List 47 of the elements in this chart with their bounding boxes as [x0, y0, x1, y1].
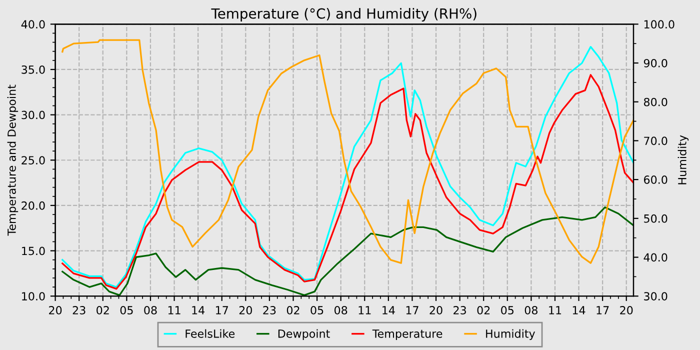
- x-tick-label: 17: [216, 306, 228, 314]
- x-tick-label: 23: [72, 306, 86, 314]
- x-tick-label: 23: [454, 306, 466, 314]
- y2-tick-label: 30.0: [644, 292, 668, 300]
- x-tick-label: 02: [96, 306, 109, 314]
- x-tick-label: 14: [192, 306, 205, 314]
- y-tick-label: 25.0: [22, 156, 45, 165]
- x-tick-label: 08: [144, 306, 157, 314]
- x-tick-label: 08: [524, 306, 538, 314]
- x-tick-label: 05: [310, 306, 324, 314]
- x-tick-label: 05: [120, 306, 133, 314]
- x-tick-label: 11: [358, 306, 371, 314]
- legend-label: FeelsLike: [186, 329, 235, 338]
- legend-label: Temperature: [372, 330, 442, 340]
- y-tick-label: 40.0: [21, 20, 45, 29]
- y2-tick-label: 40.0: [644, 253, 668, 262]
- y2-tick-label: 80.0: [644, 98, 668, 106]
- y-tick-label: 30.0: [22, 110, 45, 120]
- x-tick-label: 11: [549, 306, 562, 314]
- x-tick-label: 17: [406, 306, 418, 314]
- y2-tick-label: 90.0: [644, 58, 668, 68]
- y2-axis-title: Humidity: [678, 135, 689, 184]
- x-tick-label: 02: [286, 306, 300, 314]
- legend-label: Dewpoint: [278, 329, 330, 340]
- x-tick-label: 20: [620, 306, 633, 314]
- y-tick-label: 35.0: [22, 65, 45, 74]
- x-tick-label: 17: [596, 306, 609, 314]
- x-tick-label: 20: [430, 306, 442, 314]
- y-tick-label: 20.0: [22, 201, 45, 210]
- x-tick-label: 23: [263, 306, 276, 314]
- x-tick-label: 05: [501, 306, 514, 314]
- x-tick-label: 08: [334, 306, 348, 314]
- y-tick-label: 10.0: [22, 292, 45, 300]
- x-tick-label: 20: [49, 306, 62, 314]
- y-axis-title: Temperature and Dewpoint: [7, 84, 18, 236]
- x-tick-label: 11: [168, 306, 180, 314]
- x-tick-label: 20: [239, 306, 252, 314]
- x-tick-label: 02: [477, 306, 490, 314]
- y2-tick-label: 60.0: [644, 176, 668, 184]
- y2-tick-label: 100.0: [644, 20, 674, 29]
- y-tick-label: 15.0: [22, 246, 45, 256]
- x-tick-label: 14: [572, 306, 586, 314]
- chart-title: Temperature (°C) and Humidity (RH%): [211, 8, 476, 22]
- legend-label: Humidity: [486, 329, 536, 340]
- y2-tick-label: 70.0: [644, 136, 668, 146]
- y2-tick-label: 50.0: [644, 214, 668, 223]
- x-tick-label: 14: [382, 306, 395, 314]
